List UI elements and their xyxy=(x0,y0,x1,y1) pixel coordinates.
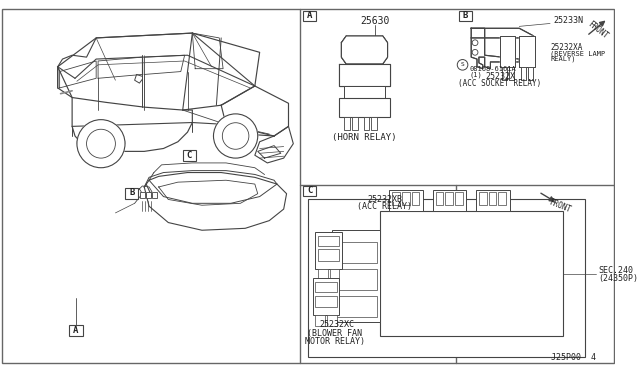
Text: 25232XB: 25232XB xyxy=(367,195,402,204)
Text: (HORN RELAY): (HORN RELAY) xyxy=(332,134,397,142)
Bar xyxy=(455,192,463,205)
Bar xyxy=(502,67,507,80)
Polygon shape xyxy=(471,28,519,69)
Bar xyxy=(125,188,138,199)
Circle shape xyxy=(77,120,125,168)
Text: SEC.240: SEC.240 xyxy=(598,266,633,275)
Bar xyxy=(436,192,444,205)
Bar xyxy=(182,150,196,161)
Bar xyxy=(335,296,377,317)
Text: (REVERSE LAMP: (REVERSE LAMP xyxy=(550,50,605,57)
Polygon shape xyxy=(519,36,534,67)
Text: (BLOWER FAN: (BLOWER FAN xyxy=(307,328,362,338)
Bar xyxy=(380,211,563,336)
Text: 25232X: 25232X xyxy=(485,72,515,81)
Text: J25P00  4: J25P00 4 xyxy=(551,353,596,362)
Bar xyxy=(332,230,380,321)
Bar xyxy=(312,278,339,315)
Bar xyxy=(479,192,486,205)
Bar xyxy=(502,67,507,80)
Text: 25232XC: 25232XC xyxy=(319,320,354,329)
Text: C: C xyxy=(187,151,192,160)
Text: (ACC SOCKET RELAY): (ACC SOCKET RELAY) xyxy=(458,78,541,87)
Text: FRONT: FRONT xyxy=(547,198,572,215)
Bar xyxy=(318,269,328,280)
Bar xyxy=(498,192,506,205)
Bar xyxy=(318,236,339,246)
Bar xyxy=(433,190,467,211)
Bar xyxy=(344,117,350,130)
Bar xyxy=(339,64,390,86)
Bar xyxy=(476,190,509,211)
Text: 25233N: 25233N xyxy=(553,16,583,25)
Bar xyxy=(140,192,145,198)
Bar xyxy=(412,192,419,205)
Bar xyxy=(509,67,513,80)
Bar xyxy=(509,67,513,80)
Bar xyxy=(521,67,526,80)
Polygon shape xyxy=(500,36,515,67)
Bar xyxy=(528,67,532,80)
Text: C: C xyxy=(307,186,312,195)
Bar xyxy=(335,242,377,263)
Bar xyxy=(392,192,400,205)
Text: B: B xyxy=(463,11,468,20)
Bar xyxy=(402,192,410,205)
Bar xyxy=(146,192,151,198)
Text: FRONT: FRONT xyxy=(586,20,610,41)
Polygon shape xyxy=(341,36,388,64)
Text: 25232XA: 25232XA xyxy=(550,43,582,52)
Bar xyxy=(371,117,377,130)
Bar xyxy=(303,11,316,20)
Text: B: B xyxy=(129,188,134,197)
Text: S: S xyxy=(461,62,465,67)
Bar xyxy=(316,296,337,307)
Bar xyxy=(521,67,526,80)
Bar xyxy=(335,269,377,290)
Bar xyxy=(152,192,157,198)
Bar xyxy=(459,11,472,20)
Bar xyxy=(318,250,339,261)
Text: 25630: 25630 xyxy=(360,16,390,26)
Bar xyxy=(528,67,532,80)
Text: REALY): REALY) xyxy=(550,56,575,62)
Bar xyxy=(339,97,390,117)
Circle shape xyxy=(214,114,258,158)
Bar xyxy=(364,117,369,130)
Bar xyxy=(330,269,339,280)
Bar xyxy=(327,315,337,326)
Polygon shape xyxy=(471,28,534,46)
Text: A: A xyxy=(307,11,312,20)
Bar xyxy=(316,232,342,269)
Text: 08168-6161A: 08168-6161A xyxy=(469,66,516,72)
Bar xyxy=(316,315,325,326)
Bar xyxy=(488,192,496,205)
Text: (1): (1) xyxy=(469,71,482,78)
Bar xyxy=(69,326,83,336)
Text: A: A xyxy=(74,326,79,335)
Text: MOTOR RELAY): MOTOR RELAY) xyxy=(305,337,365,346)
Bar xyxy=(308,199,585,357)
Text: (24350P): (24350P) xyxy=(598,274,638,283)
Bar xyxy=(344,86,385,97)
Bar xyxy=(316,282,337,292)
Bar xyxy=(303,186,316,196)
Bar xyxy=(445,192,453,205)
Bar xyxy=(352,117,358,130)
Bar xyxy=(390,190,423,211)
Text: (ACC RELAY): (ACC RELAY) xyxy=(357,202,412,211)
